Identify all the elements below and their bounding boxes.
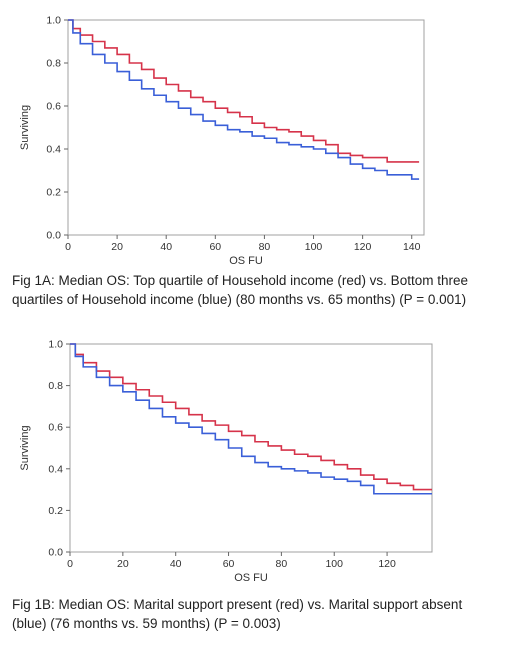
x-tick-label: 40 (160, 241, 172, 253)
caption-1a-line-2: quartiles of Household income (blue) (80… (12, 292, 467, 307)
y-tick-label: 0.8 (48, 380, 63, 392)
x-tick-label: 60 (223, 558, 235, 570)
survival-chart-1a: 0.0 0.2 0.4 0.6 0.8 1.0 0 20 40 60 80 100 120 140 OS F… (19, 15, 425, 267)
x-tick-label: 120 (354, 241, 372, 253)
x-axis-label: OS FU (234, 572, 268, 584)
figure-1b-caption: Fig 1B: Median OS: Marital support prese… (12, 595, 512, 633)
x-axis-label: OS FU (229, 255, 263, 267)
caption-1b-line-2: (blue) (76 months vs. 59 months) (P = 0.… (12, 616, 281, 631)
x-tick-label: 20 (117, 558, 129, 570)
survival-curve-2 (68, 19, 420, 180)
x-tick-label: 120 (378, 558, 396, 570)
survival-curve-1 (68, 19, 420, 163)
y-axis-label: Surviving (19, 105, 31, 150)
x-tick-label: 100 (305, 241, 323, 253)
y-tick-label: 0.0 (46, 230, 61, 242)
figure-1b: 0.0 0.2 0.4 0.6 0.8 1.0 0 20 40 60 80 100 120 OS FU Su… (0, 330, 520, 649)
y-tick-label: 1.0 (48, 339, 63, 351)
x-tick-label: 20 (111, 241, 123, 253)
y-tick-label: 0.8 (46, 58, 61, 70)
y-tick-label: 1.0 (46, 15, 61, 27)
survival-curve-2 (70, 343, 432, 495)
y-axis-label: Surviving (19, 425, 31, 470)
figure-1a: 0.0 0.2 0.4 0.6 0.8 1.0 0 20 40 60 80 100 120 140 OS F… (12, 15, 512, 309)
y-tick-label: 0.4 (48, 463, 63, 475)
y-tick-label: 0.6 (48, 422, 63, 434)
y-tick-label: 0.0 (48, 547, 63, 559)
y-tick-label: 0.4 (46, 144, 61, 156)
plot-frame (67, 19, 425, 236)
plot-frame (69, 343, 433, 553)
caption-1b-line-1: Fig 1B: Median OS: Marital support prese… (12, 597, 463, 612)
x-tick-label: 80 (276, 558, 288, 570)
x-tick-label: 0 (65, 241, 71, 253)
y-tick-label: 0.6 (46, 101, 61, 113)
survival-curve-1 (70, 343, 432, 491)
x-tick-label: 0 (67, 558, 73, 570)
x-tick-label: 40 (170, 558, 182, 570)
x-tick-label: 80 (259, 241, 271, 253)
x-tick-label: 140 (403, 241, 421, 253)
x-tick-label: 60 (209, 241, 221, 253)
survival-chart-1b: 0.0 0.2 0.4 0.6 0.8 1.0 0 20 40 60 80 100 120 OS FU Su… (19, 339, 433, 584)
y-tick-label: 0.2 (48, 505, 63, 517)
y-tick-label: 0.2 (46, 187, 61, 199)
x-tick-label: 100 (325, 558, 343, 570)
caption-1a-line-1: Fig 1A: Median OS: Top quartile of House… (12, 273, 468, 288)
figure-1a-caption: Fig 1A: Median OS: Top quartile of House… (12, 271, 512, 309)
